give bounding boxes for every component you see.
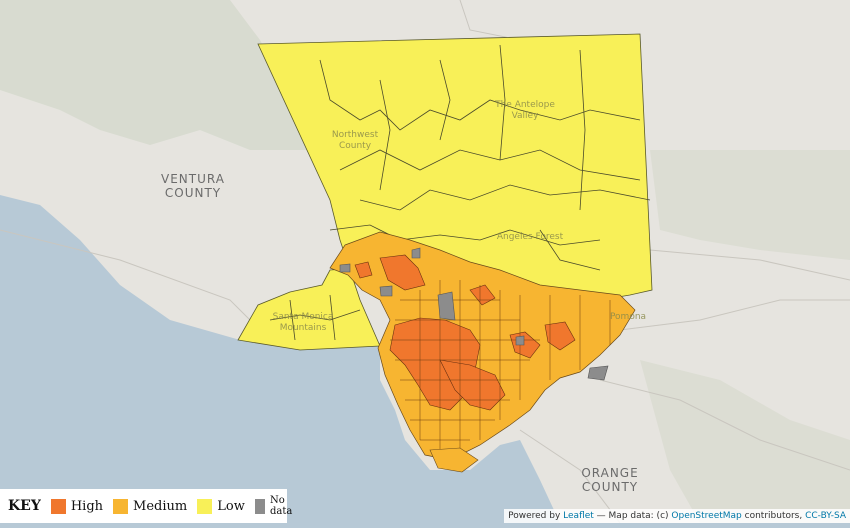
label-line: County (338, 141, 372, 151)
region-no-data (339, 247, 609, 381)
label-line: Northwest (331, 130, 379, 140)
place-label-santa-monica: Santa Monica Mountains (268, 312, 338, 334)
boundary-lines (269, 44, 651, 341)
label-line: COUNTY (581, 480, 639, 494)
legend-swatch (113, 498, 129, 514)
label-line: Valley (511, 111, 539, 121)
label-line: ORANGE (581, 466, 639, 480)
place-label-forest: Angeles Forest (496, 232, 564, 242)
legend-label: Medium (133, 498, 188, 514)
legend-label: Low (217, 498, 245, 514)
legend-label: No data (269, 495, 293, 517)
license-link[interactable]: CC-BY-SA (805, 511, 846, 521)
county-label-ventura: VENTURA COUNTY (158, 172, 228, 200)
region-high (354, 254, 576, 411)
attribution-contrib: contributors, (741, 511, 806, 521)
legend-title: KEY (8, 498, 41, 514)
terrain-shading (640, 360, 850, 523)
place-label-northwest: Northwest County (325, 130, 385, 152)
legend-item-low: Low (197, 498, 245, 514)
label-line: Mountains (279, 323, 327, 333)
legend-swatch (50, 498, 66, 514)
legend-label: High (70, 498, 104, 514)
map-legend: KEY High Medium Low No data (0, 489, 292, 523)
label-line: Santa Monica (272, 312, 334, 322)
legend-item-no-data: No data (254, 495, 297, 517)
osm-link[interactable]: OpenStreetMap (671, 511, 742, 521)
tract-lines (390, 280, 611, 455)
leaflet-link[interactable]: Leaflet (563, 511, 594, 521)
place-label-pomona: Pomona (609, 312, 647, 322)
legend-item-medium: Medium (113, 498, 188, 514)
place-label-antelope: The Antelope Valley (490, 100, 560, 122)
terrain-shading (650, 150, 850, 260)
map-attribution: Powered by Leaflet — Map data: (c) OpenS… (504, 509, 850, 523)
legend-item-high: High (50, 498, 104, 514)
county-label-orange: ORANGE COUNTY (575, 466, 645, 494)
attribution-mid: — Map data: (c) (593, 511, 672, 521)
legend-swatch (197, 498, 213, 514)
terrain-shading (0, 0, 320, 150)
harbor (429, 447, 479, 473)
label-line: VENTURA (161, 172, 225, 186)
label-line: COUNTY (164, 186, 222, 200)
legend-swatch (254, 498, 265, 514)
label-line: The Antelope (495, 100, 555, 110)
attribution-powered: Powered by (508, 511, 561, 521)
